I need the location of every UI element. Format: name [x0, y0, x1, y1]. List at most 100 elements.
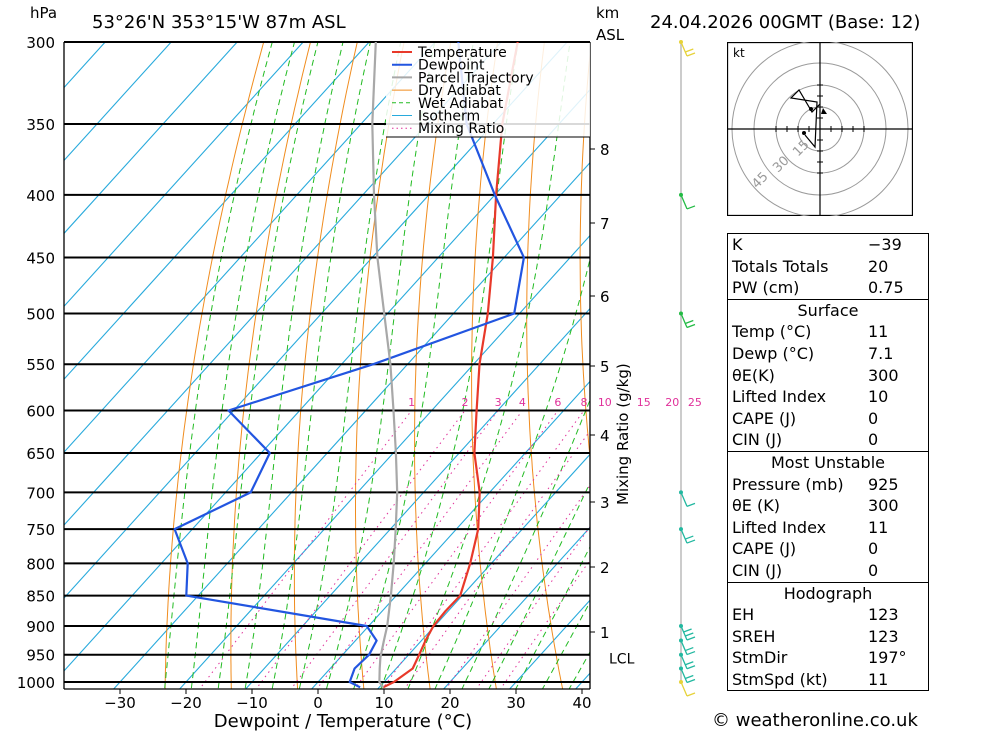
- index-row: CIN (J) 0: [728, 560, 928, 582]
- hodograph-point: [802, 131, 806, 135]
- pressure-tick-label: 950: [26, 647, 55, 665]
- hodograph-trace: [789, 89, 821, 149]
- km-tick-label: 2: [600, 559, 610, 577]
- pressure-tick-label: 850: [26, 588, 55, 606]
- pressure-tick-label: 400: [26, 187, 55, 205]
- pressure-tick-label: 450: [26, 250, 55, 268]
- wind-barb-staff: [680, 654, 688, 669]
- dry-adiabat-line: [579, 49, 590, 462]
- index-label: StmDir: [732, 648, 788, 668]
- wind-barb-flag: [685, 661, 694, 666]
- wet-adiabat-line: [325, 42, 436, 689]
- isotherm-line: [376, 453, 590, 689]
- wind-barb-staff: [680, 625, 688, 641]
- mixing-ratio-axis-title: Mixing Ratio (g/kg): [614, 363, 632, 505]
- wind-barb-flag: [685, 646, 694, 652]
- mixing-ratio-label: 3: [495, 396, 502, 409]
- index-row: K −39: [728, 234, 928, 256]
- storm-motion-marker: [821, 108, 827, 114]
- pressure-tick-label: 700: [26, 484, 55, 502]
- dry-adiabat-line: [355, 42, 405, 689]
- wet-adiabat-line: [407, 42, 571, 689]
- legend-label: Temperature: [417, 45, 507, 61]
- pressure-tick-label: 350: [26, 116, 55, 134]
- index-row: Dewp (°C) 7.1: [728, 343, 928, 365]
- wind-barb-flag: [686, 692, 696, 697]
- index-value: 0: [868, 430, 879, 450]
- mixing-ratio-label: 10: [598, 396, 612, 409]
- index-value: 197°: [868, 648, 907, 668]
- temperature-curve: [382, 42, 519, 689]
- pressure-tick-label: 600: [26, 402, 55, 420]
- wind-barb-flag: [685, 674, 694, 680]
- wind-barb-flag: [686, 502, 696, 508]
- wind-barb-flag: [686, 323, 696, 329]
- mixing-ratio-label: 2: [462, 396, 469, 409]
- pressure-tick-label: 750: [26, 521, 55, 539]
- km-tick-label: 7: [600, 215, 610, 233]
- legend-label: Isotherm: [418, 109, 480, 125]
- index-label: Dewp (°C): [732, 343, 815, 363]
- wet-adiabat-line: [353, 42, 474, 689]
- pressure-tick-label: 900: [26, 618, 55, 636]
- isotherm-line: [244, 307, 590, 689]
- wet-adiabat-line: [217, 42, 319, 689]
- wind-barb-flag: [686, 636, 696, 641]
- index-label: Totals Totals: [732, 256, 829, 276]
- index-label: CAPE (J): [732, 408, 797, 428]
- wet-adiabat-line: [298, 42, 402, 689]
- index-value: 123: [868, 626, 899, 646]
- pressure-tick-label: 300: [26, 34, 55, 52]
- index-row: PW (cm) 0.75: [728, 277, 928, 299]
- isotherm-line: [64, 42, 172, 162]
- dry-adiabat-line: [164, 42, 265, 689]
- pressure-tick-label: 550: [26, 356, 55, 374]
- hodograph-point: [809, 107, 813, 111]
- index-value: −39: [868, 235, 902, 254]
- dry-adiabat-line: [471, 42, 499, 689]
- x-tick-label: 0: [313, 694, 323, 712]
- index-value: 925: [868, 474, 899, 494]
- wind-barbs: [679, 40, 696, 697]
- wind-barb-staff: [680, 668, 688, 683]
- mixing-ratio-line: [255, 410, 466, 689]
- index-label: K: [732, 235, 743, 254]
- hodograph-section-title: Hodograph: [728, 581, 928, 605]
- index-label: SREH: [732, 626, 776, 646]
- km-tick-label: 8: [600, 141, 610, 159]
- pressure-tick-label: 650: [26, 445, 55, 463]
- index-label: Lifted Index: [732, 517, 827, 537]
- index-label: Temp (°C): [732, 322, 812, 342]
- index-label: θE(K): [732, 365, 775, 385]
- wet-adiabat-line: [164, 42, 273, 689]
- location-label: 53°26'N 353°15'W 87m ASL: [92, 12, 346, 33]
- mixing-ratio-line: [353, 410, 559, 689]
- index-label: StmSpd (kt): [732, 669, 828, 689]
- index-label: PW (cm): [732, 278, 800, 298]
- pressure-tick-label: 1000: [17, 674, 55, 692]
- index-value: 11: [868, 517, 889, 537]
- mixing-ratio-line: [198, 410, 412, 689]
- index-label: CIN (J): [732, 430, 783, 450]
- km-tick-label: 4: [600, 427, 610, 445]
- mixing-ratio-label: 20: [665, 396, 679, 409]
- index-label: CIN (J): [732, 560, 783, 580]
- x-tick-label: −30: [104, 694, 136, 712]
- x-tick-label: 10: [374, 694, 393, 712]
- wind-barb-staff: [680, 492, 688, 507]
- mixing-ratio-label: 6: [554, 396, 561, 409]
- index-value: 0: [868, 539, 879, 559]
- dry-adiabat-line: [526, 42, 564, 689]
- wet-adiabat-line: [190, 42, 296, 689]
- wind-barb-flag: [686, 205, 696, 210]
- dry-adiabat-line: [293, 42, 358, 689]
- legend-label: Dry Adiabat: [418, 83, 501, 99]
- km-tick-label: 1: [600, 624, 610, 642]
- wind-barb-flag: [686, 665, 696, 670]
- wet-adiabat-line: [380, 42, 519, 689]
- mixing-ratio-label: 1: [408, 396, 415, 409]
- most-unstable-section-title: Most Unstable: [728, 450, 928, 474]
